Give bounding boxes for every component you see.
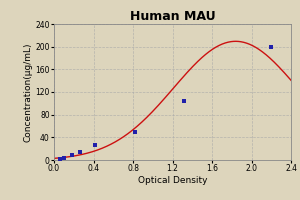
Point (269, 45, 274, 48)
Point (61, 156, 66, 159)
Point (58, 157, 62, 160)
Point (93, 144, 98, 147)
Point (77, 150, 82, 154)
Point (69, 154, 74, 157)
Point (182, 99, 187, 102)
Title: Human MAU: Human MAU (130, 10, 215, 23)
Y-axis label: Concentration(µg/mL): Concentration(µg/mL) (24, 42, 33, 142)
X-axis label: Optical Density: Optical Density (138, 176, 207, 185)
Point (133, 130, 137, 133)
